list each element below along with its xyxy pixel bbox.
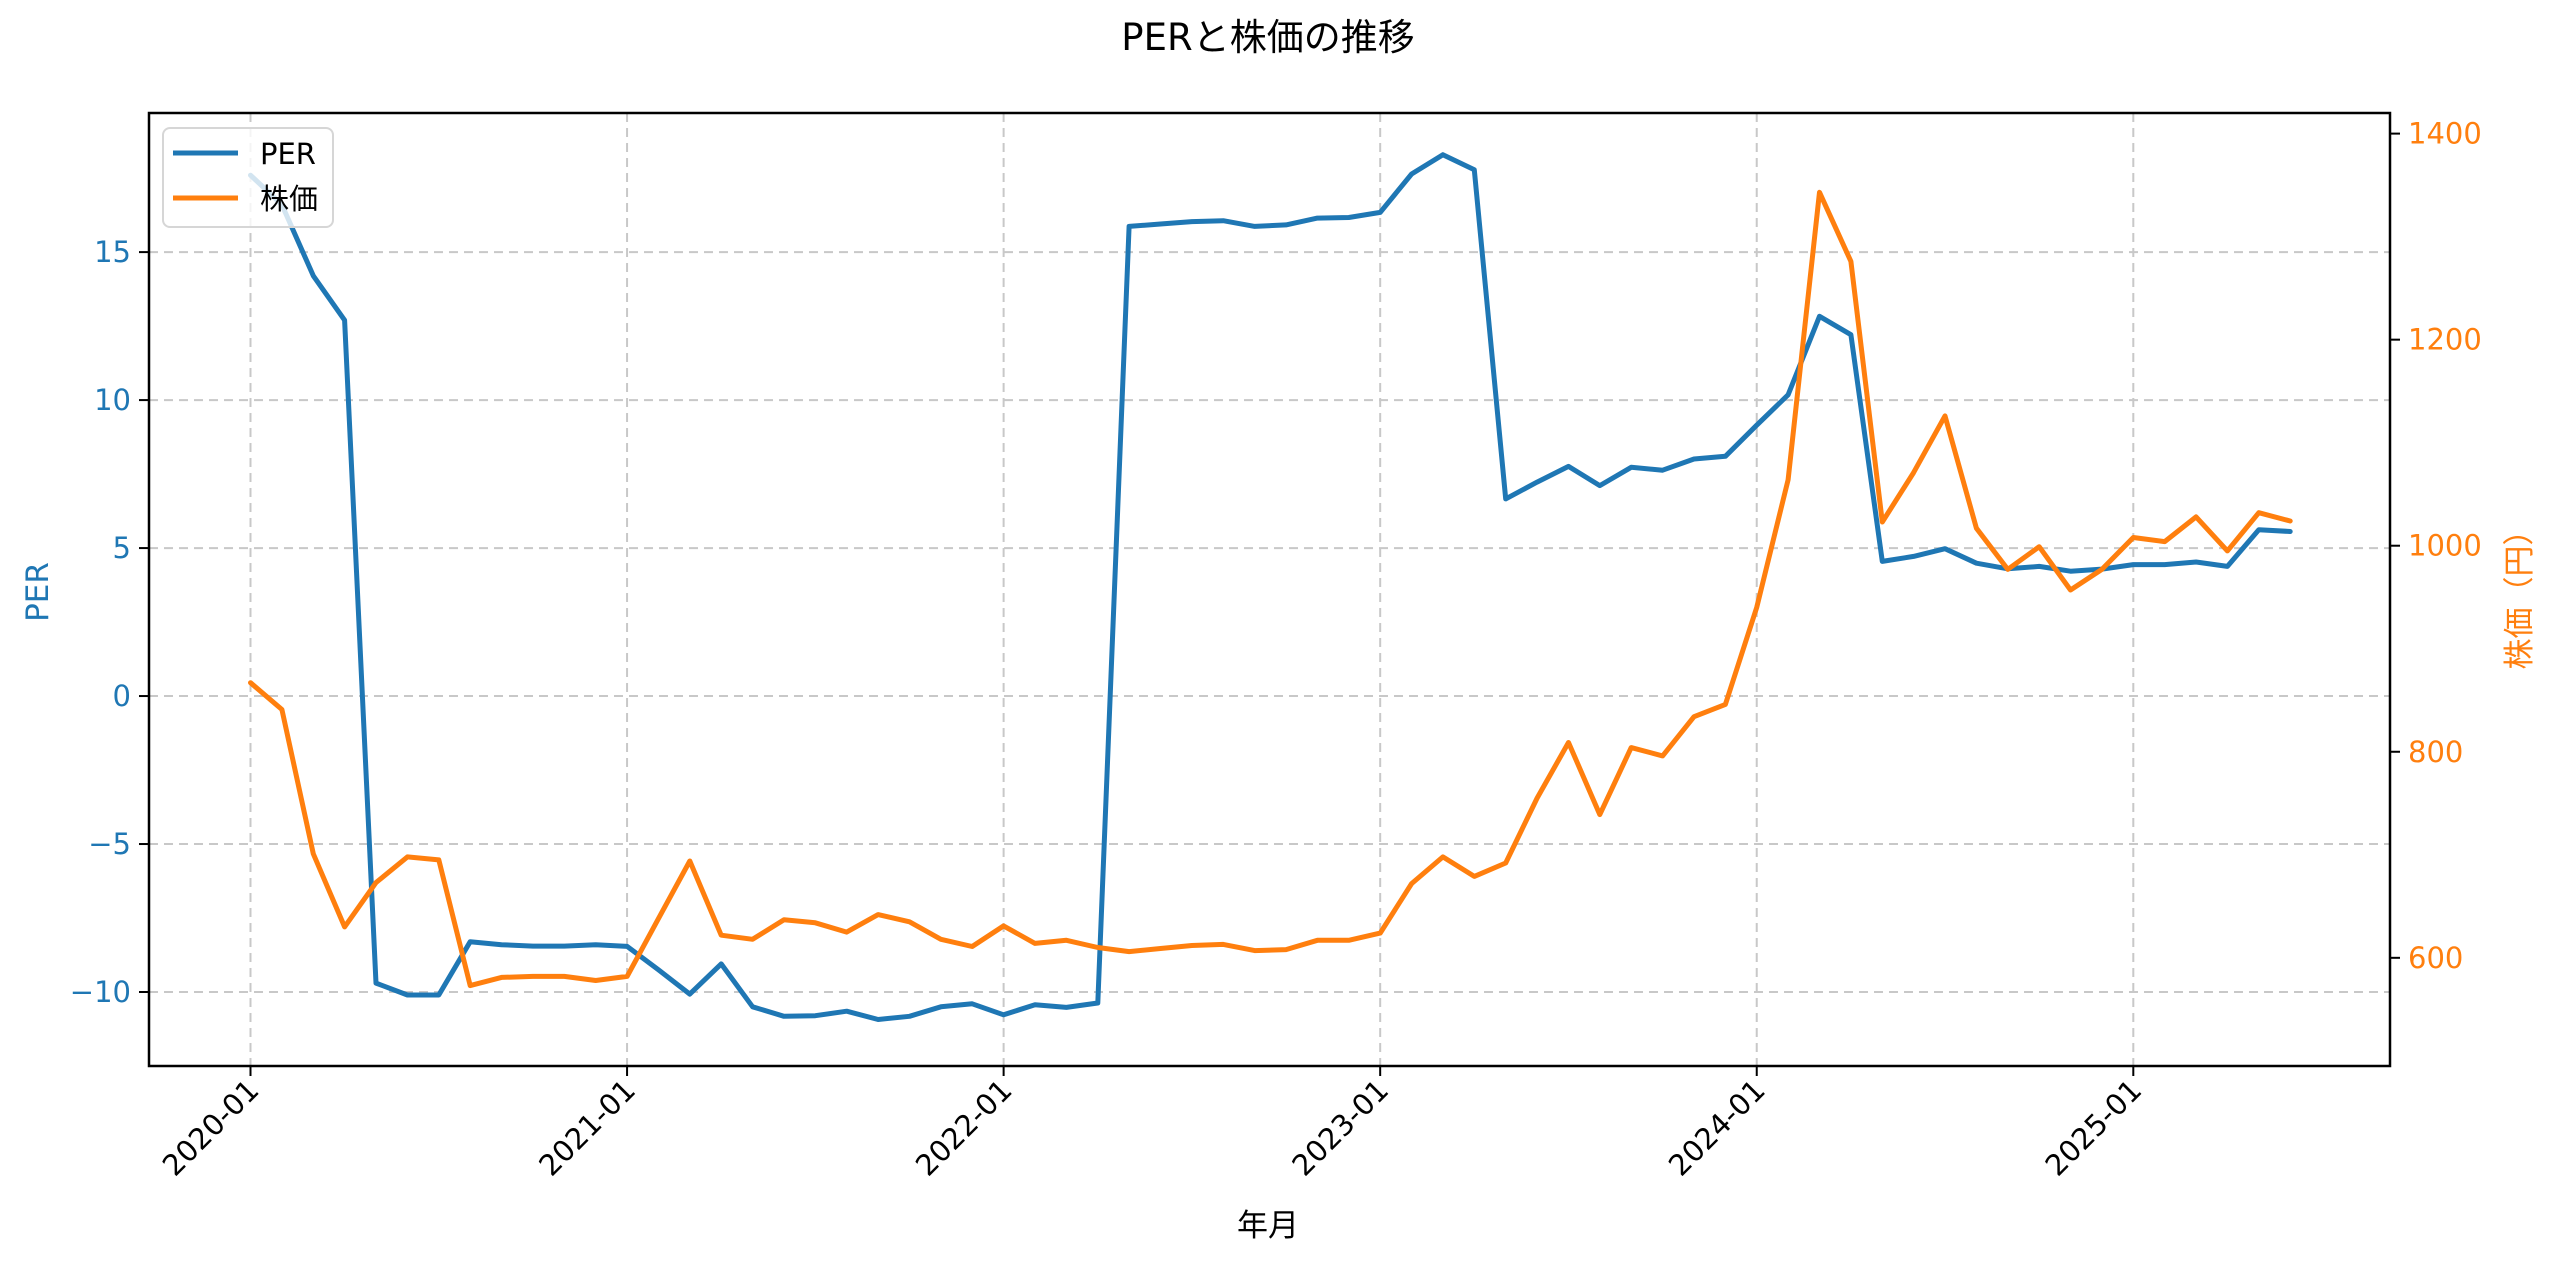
legend: PER 株価 [162, 127, 334, 228]
right-y-tick-label: 1000 [2408, 529, 2482, 563]
x-tick-label: 2022-01 [909, 1073, 1019, 1183]
plot-lines [248, 152, 2293, 1022]
x-tick-label: 2020-01 [156, 1073, 266, 1183]
x-axis-label: 年月 [1237, 1208, 1299, 1244]
left-y-tick-label: 10 [94, 383, 131, 417]
x-tick-label: 2024-01 [1662, 1073, 1772, 1183]
left-y-tick-label: 0 [113, 679, 131, 713]
left-y-tick-label: −10 [70, 975, 131, 1009]
right-y-tick-label: 1400 [2408, 117, 2482, 151]
grid-lines [149, 113, 2390, 1066]
per-line [248, 152, 2293, 1022]
right-y-tick-label: 800 [2408, 735, 2463, 769]
x-tick-label: 2025-01 [2039, 1073, 2149, 1183]
chart-title: PERと株価の推移 [1121, 16, 1414, 59]
left-y-tick-label: −5 [88, 827, 131, 861]
left-y-tick-label: 15 [94, 235, 131, 269]
left-y-axis-ticks: −10 −5 0 5 10 15 [70, 235, 149, 1009]
price-line [248, 189, 2293, 989]
plot-frame [147, 111, 2392, 1068]
left-y-tick-label: 5 [113, 531, 131, 565]
x-axis-ticks: 2020-01 2021-01 2022-01 2023-01 2024-01 2025-… [156, 1066, 2149, 1183]
right-y-tick-label: 1200 [2408, 323, 2482, 357]
x-tick-label: 2023-01 [1285, 1073, 1395, 1183]
left-y-axis-label: PER [20, 562, 56, 622]
legend-price-label: 株価 [260, 182, 318, 216]
right-y-tick-label: 600 [2408, 941, 2463, 975]
legend-per-label: PER [260, 137, 316, 171]
right-y-axis-ticks: 600 800 1000 1200 1400 [2390, 117, 2482, 975]
right-y-axis-label: 株価（円） [2502, 515, 2538, 670]
x-tick-label: 2021-01 [532, 1073, 642, 1183]
